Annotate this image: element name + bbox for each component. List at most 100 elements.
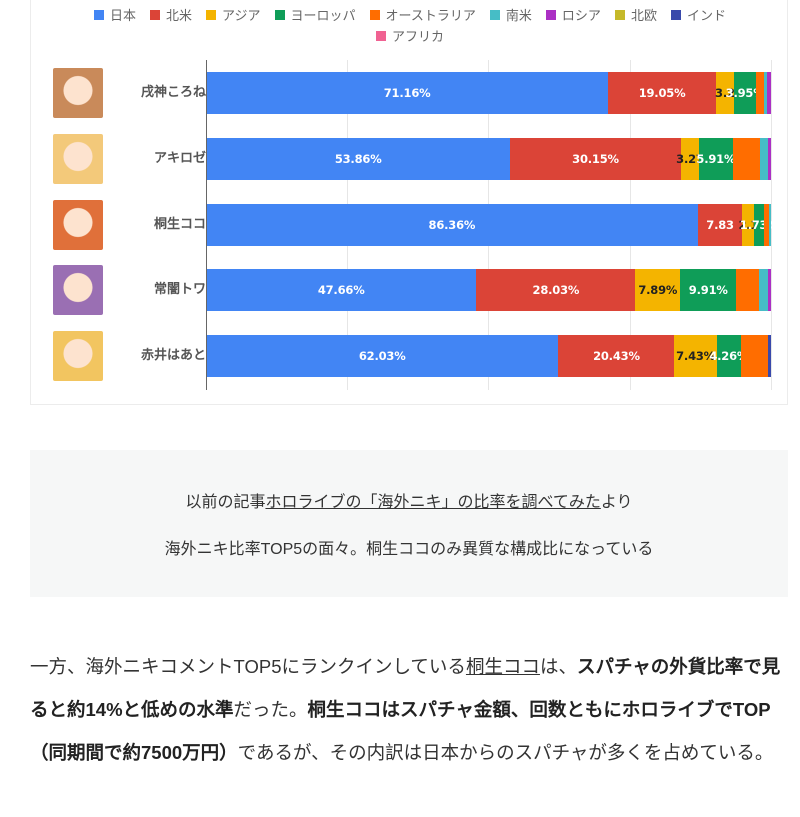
bar-segment[interactable]: 71.16%	[206, 72, 609, 114]
legend-label: オーストラリア	[385, 9, 476, 24]
legend-label: 南米	[505, 9, 532, 24]
bar-segment[interactable]: 4.26%	[709, 335, 748, 377]
y-axis-line	[206, 60, 207, 390]
text: であるが、その内訳は日本からのスパチャが多くを占めている。	[237, 742, 774, 763]
legend-item[interactable]: ロシア	[545, 6, 601, 24]
legend-label: インド	[686, 9, 726, 24]
bar-segment[interactable]	[736, 269, 760, 311]
bar-segment[interactable]	[767, 269, 771, 311]
data-label: 5.91%	[696, 152, 736, 166]
gridline-100	[771, 60, 772, 390]
bar-segment[interactable]	[740, 335, 769, 377]
bar-segment[interactable]	[756, 72, 764, 114]
bar-segment[interactable]: 3.27	[676, 138, 704, 180]
stacked-bar-chart: 日本 北米 アジア ヨーロッパ オーストラリア 南米 ロシア 北欧 インドアフリカ 71.16%…	[30, 0, 788, 405]
bar-segment[interactable]	[763, 72, 767, 114]
legend-swatch-icon	[94, 9, 105, 20]
caption-prefix: 以前の記事	[185, 494, 266, 511]
bar-segment[interactable]: 47.66%	[206, 269, 477, 311]
data-label: 30.15%	[572, 152, 619, 166]
category-label: 赤井はあと	[140, 348, 206, 363]
bar-row: 53.86% 30.15% 3.27 5.91%	[206, 138, 771, 180]
legend-label: アフリカ	[391, 30, 444, 45]
legend-swatch-icon	[614, 9, 625, 20]
bold-text: スパチャの外貨比率で見ると約14%と低めの水準	[30, 656, 781, 720]
bar-segment[interactable]: 53.86%	[206, 138, 511, 180]
text: 一方、海外ニキコメントTOP5にランクインしている	[30, 656, 466, 677]
coco-link[interactable]: 桐生ココ	[465, 656, 540, 677]
bar-segment[interactable]	[768, 335, 771, 377]
category-label: 桐生ココ	[153, 217, 206, 232]
data-label: 28.03%	[532, 283, 580, 297]
avatar	[53, 265, 103, 315]
legend-label: 日本	[110, 9, 137, 24]
article-paragraph: 一方、海外ニキコメントTOP5にランクインしている桐生ココは、スパチャの外貨比率…	[30, 645, 782, 774]
bar-segment[interactable]: 3.2	[715, 72, 735, 114]
bar-segment[interactable]: 9.91%	[680, 269, 737, 311]
bar-segment[interactable]	[769, 204, 771, 246]
data-label: 20.43%	[593, 349, 640, 363]
bar-row: 47.66% 28.03% 7.89% 9.91%	[206, 269, 771, 311]
legend-item[interactable]: 北欧	[614, 6, 657, 24]
bold-text: 桐生ココはスパチャ金額、回数ともにホロライブでTOP（同期間で約7500万円）	[30, 699, 771, 763]
bar-segment[interactable]: 86.36%	[206, 204, 698, 246]
legend-label: ヨーロッパ	[290, 9, 356, 24]
legend-swatch-icon	[274, 9, 285, 20]
data-label: 2.1	[738, 218, 759, 232]
data-label: 53.86%	[334, 152, 382, 166]
legend-item[interactable]: インド	[670, 6, 726, 24]
legend-item[interactable]: 北米	[150, 6, 193, 24]
bar-segment[interactable]: 20.43%	[558, 335, 675, 377]
legend-item[interactable]: アフリカ	[375, 27, 444, 45]
data-label: 62.03%	[358, 349, 406, 363]
legend-swatch-icon	[670, 9, 681, 20]
bar-segment[interactable]: 3.95%	[726, 72, 765, 114]
data-label: 86.36%	[428, 218, 476, 232]
bar-segment[interactable]: 5.91%	[696, 138, 736, 180]
data-label: 9.91%	[688, 283, 728, 297]
data-label: 47.66%	[317, 283, 365, 297]
bar-segment[interactable]: 7.89%	[635, 269, 681, 311]
legend-swatch-icon	[489, 9, 500, 20]
bar-segment[interactable]	[764, 204, 770, 246]
legend-swatch-icon	[369, 9, 380, 20]
text: だった。	[233, 699, 308, 720]
plot-area: 71.16% 19.05% 3.2 3.95% 53.86% 30.15% 3.27 5.91…	[206, 60, 779, 390]
legend-item[interactable]: オーストラリア	[369, 6, 476, 24]
data-label: 3.27	[676, 152, 704, 166]
data-label: 7.83	[706, 218, 734, 232]
bar-segment[interactable]: 62.03%	[206, 335, 559, 377]
article-link[interactable]: ホロライブの「海外ニキ」の比率を調べてみた	[265, 494, 601, 511]
bar-segment[interactable]	[768, 138, 771, 180]
bar-segment[interactable]: 19.05%	[608, 72, 716, 114]
bar-segment[interactable]	[760, 138, 769, 180]
data-label: 71.16%	[383, 86, 431, 100]
bar-segment[interactable]: 1.73%	[740, 204, 779, 246]
data-label: 1.73%	[739, 218, 779, 232]
bar-segment[interactable]: 2.1	[738, 204, 758, 246]
bar-segment[interactable]: 30.15%	[510, 138, 681, 180]
chart-legend: 日本 北米 アジア ヨーロッパ オーストラリア 南米 ロシア 北欧 インドアフリカ	[31, 6, 789, 45]
text: は、	[539, 656, 577, 677]
legend-item[interactable]: ヨーロッパ	[274, 6, 356, 24]
legend-item[interactable]: 南米	[489, 6, 532, 24]
category-label: アキロゼ	[153, 151, 206, 166]
bar-segment[interactable]: 7.43%	[674, 335, 717, 377]
legend-swatch-icon	[206, 9, 217, 20]
bar-segment[interactable]	[767, 72, 771, 114]
bar-segment[interactable]: 7.83	[697, 204, 743, 246]
legend-swatch-icon	[150, 9, 161, 20]
category-label: 常闇トワ	[153, 282, 206, 297]
data-label: 3.95%	[725, 86, 765, 100]
bar-segment[interactable]	[759, 269, 768, 311]
bar-segment[interactable]	[732, 138, 761, 180]
legend-label: 北米	[166, 9, 193, 24]
bar-row: 71.16% 19.05% 3.2 3.95%	[206, 72, 771, 114]
image-caption: 以前の記事ホロライブの「海外ニキ」の比率を調べてみたより 海外ニキ比率TOP5の…	[30, 450, 788, 597]
legend-item[interactable]: 日本	[94, 6, 137, 24]
legend-swatch-icon	[545, 9, 556, 20]
caption-suffix: より	[600, 494, 633, 511]
bar-segment[interactable]: 28.03%	[476, 269, 636, 311]
legend-item[interactable]: アジア	[206, 6, 261, 24]
bar-row: 86.36% 7.83 2.1 1.73%	[206, 204, 779, 246]
